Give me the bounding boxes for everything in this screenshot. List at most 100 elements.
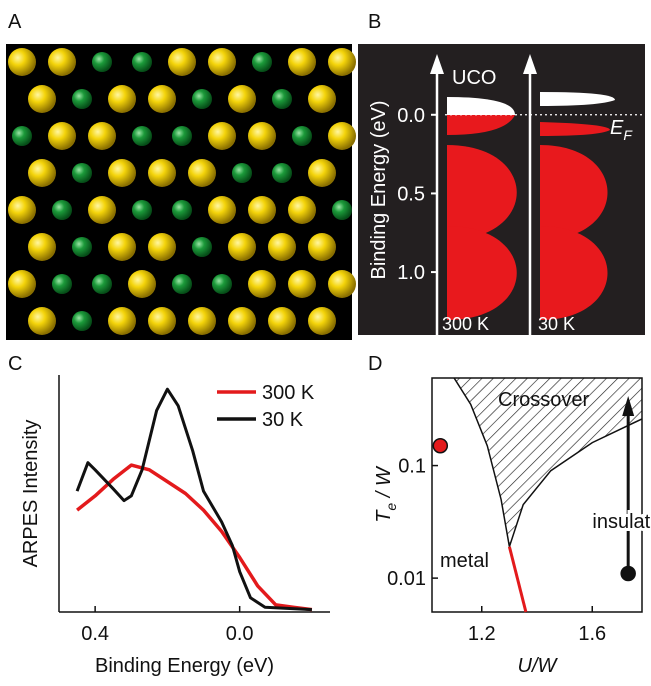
sulfur-atom (188, 159, 216, 187)
fermi-sub: F (623, 127, 633, 143)
fermi-main: E (610, 117, 624, 139)
metal-atom (132, 200, 152, 220)
metal-atom (252, 52, 272, 72)
data-point (432, 438, 449, 454)
y-axis-label: ARPES Intensity (20, 420, 42, 568)
metal-atom (92, 52, 112, 72)
x-axis-label: U/W (518, 655, 559, 677)
crossover-label: Crossover (498, 389, 589, 411)
sulfur-atom (308, 307, 336, 335)
sulfur-atom (228, 307, 256, 335)
metal-atom (72, 237, 92, 257)
column-label: 30 K (538, 314, 575, 334)
sulfur-atom (168, 48, 196, 76)
legend-label: 30 K (262, 409, 304, 431)
sulfur-atom (108, 159, 136, 187)
sulfur-atom (48, 48, 76, 76)
y-axis-label: Te / W (373, 465, 399, 523)
y-tick-label: 0.5 (397, 183, 425, 205)
metal-atom (232, 163, 252, 183)
sulfur-atom (208, 48, 236, 76)
sulfur-atom (148, 307, 176, 335)
sulfur-atom (88, 196, 116, 224)
sulfur-atom (248, 196, 276, 224)
panel-label: D (368, 353, 382, 375)
metal-label: metal (440, 550, 489, 572)
sulfur-atom (248, 122, 276, 150)
sulfur-atom (208, 196, 236, 224)
sulfur-atom (328, 48, 356, 76)
sulfur-atom (148, 85, 176, 113)
sulfur-atom (148, 233, 176, 261)
metal-atom (172, 274, 192, 294)
legend-label: 300 K (262, 382, 315, 404)
point-label: insulator (592, 511, 651, 533)
lattice (8, 48, 356, 335)
metal-atom (52, 200, 72, 220)
sulfur-atom (8, 48, 36, 76)
metal-line (507, 546, 528, 613)
band-lobe (540, 226, 608, 320)
band-lobe (447, 145, 517, 240)
x-tick-label: 0.0 (226, 623, 254, 645)
y-tick-label: 1.0 (397, 262, 425, 284)
crossover-boundary (453, 377, 511, 547)
sulfur-atom (308, 85, 336, 113)
chart-d: 1.2 1.6 0.01 0.1 Crossover metal insulator U/W T… (373, 377, 651, 677)
sulfur-atom (288, 196, 316, 224)
sulfur-atom (28, 85, 56, 113)
sulfur-atom (228, 233, 256, 261)
x-tick-label: 0.4 (81, 623, 109, 645)
lower-lobe (540, 122, 610, 136)
sulfur-atom (268, 233, 296, 261)
sulfur-atom (28, 233, 56, 261)
sulfur-atom (108, 85, 136, 113)
plot-frame (431, 377, 643, 613)
metal-atom (72, 163, 92, 183)
band-lobes (447, 92, 615, 320)
arrow-head (622, 396, 635, 416)
y-tick-label: 0.01 (387, 568, 426, 590)
lower-lobe (447, 115, 515, 135)
metal-atom (172, 126, 192, 146)
band-lobe (447, 226, 517, 320)
sulfur-atom (108, 307, 136, 335)
band-lobe (540, 145, 608, 240)
panel-label: A (8, 11, 22, 33)
chart-c: 0.4 0.0 Binding Energy (eV) ARPES Intensity… (20, 375, 330, 677)
sulfur-atom (248, 270, 276, 298)
crossover-region (454, 378, 642, 547)
x-tick-label: 1.2 (468, 623, 496, 645)
arrow-head (523, 54, 537, 74)
metal-atom (172, 200, 192, 220)
metal-atom (192, 89, 212, 109)
band-label: UCO (452, 67, 496, 89)
metal-atom (92, 274, 112, 294)
sulfur-atom (8, 196, 36, 224)
y-label-rest: / W (373, 465, 395, 503)
data-line (76, 463, 313, 612)
fermi-label: EF (610, 117, 633, 143)
metal-atom (12, 126, 32, 146)
sulfur-atom (28, 307, 56, 335)
data-line (75, 387, 312, 612)
sulfur-atom (48, 122, 76, 150)
sulfur-atom (8, 270, 36, 298)
x-tick-label: 1.6 (578, 623, 606, 645)
uco-lobe (447, 97, 515, 115)
y-tick-label: 0.0 (397, 105, 425, 127)
crossover-boundary (508, 418, 643, 547)
sulfur-atom (228, 85, 256, 113)
sulfur-atom (88, 122, 116, 150)
sulfur-atom (308, 159, 336, 187)
column-label: 300 K (442, 314, 489, 334)
sulfur-atom (28, 159, 56, 187)
sulfur-atom (288, 270, 316, 298)
sulfur-atom (288, 48, 316, 76)
metal-atom (272, 163, 292, 183)
metal-atom (212, 274, 232, 294)
panel-label: B (368, 11, 381, 33)
metal-atom (132, 126, 152, 146)
y-label-main: T (373, 509, 395, 523)
data-point (620, 565, 636, 582)
